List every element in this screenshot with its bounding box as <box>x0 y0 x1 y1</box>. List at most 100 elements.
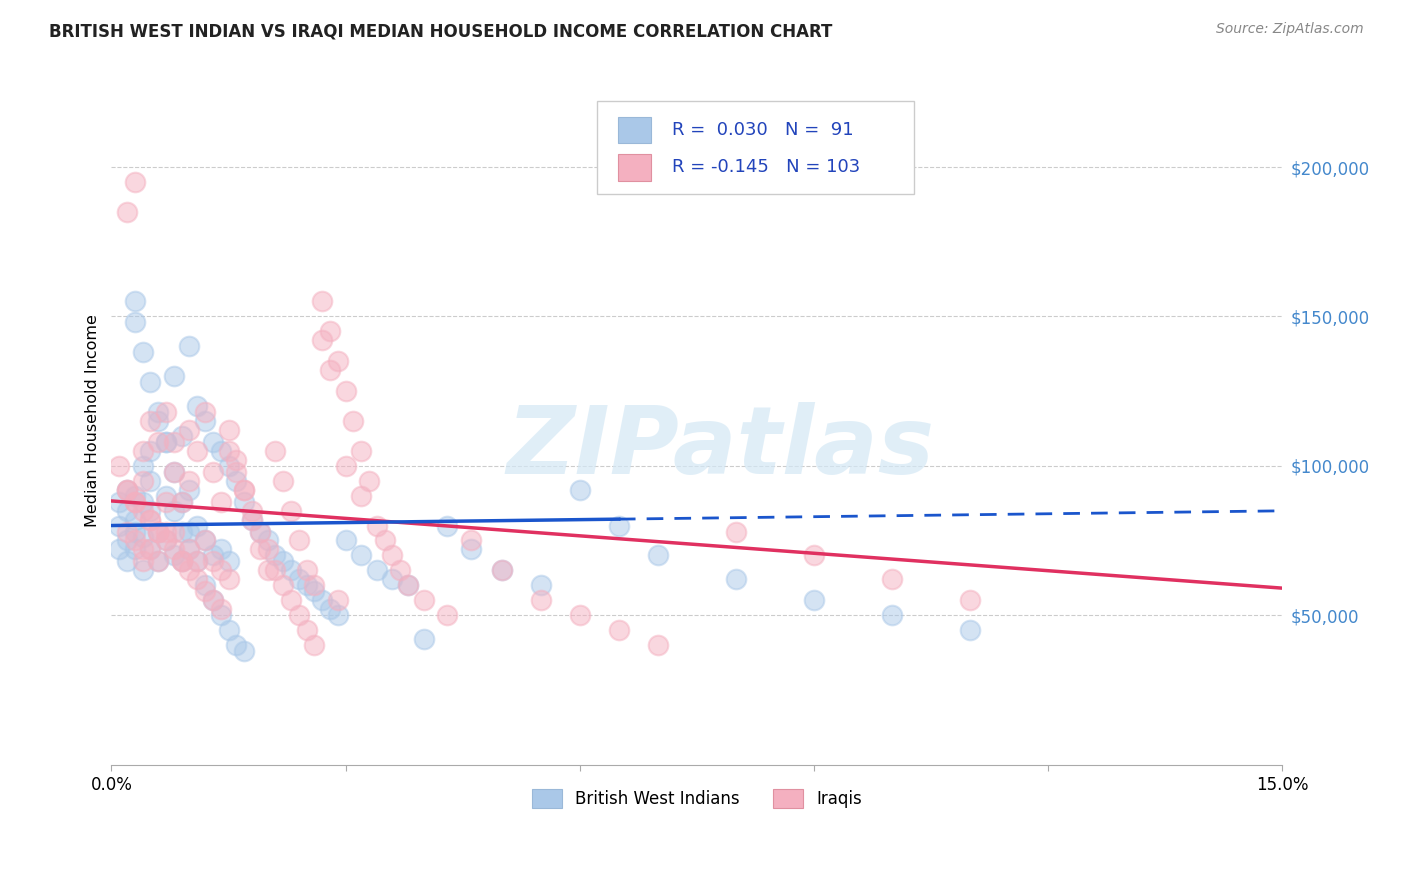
Point <box>381 572 404 586</box>
Point <box>124 315 146 329</box>
Point <box>256 533 278 548</box>
Point <box>326 608 349 623</box>
Legend: British West Indians, Iraqis: British West Indians, Iraqis <box>524 782 869 814</box>
Point <box>201 434 224 449</box>
Point <box>724 572 747 586</box>
Point <box>335 533 357 548</box>
Point <box>124 533 146 548</box>
Point <box>357 474 380 488</box>
Point <box>170 554 193 568</box>
Point <box>155 533 177 548</box>
Point <box>179 542 201 557</box>
Point <box>209 608 232 623</box>
Point <box>326 354 349 368</box>
Point <box>155 533 177 548</box>
Point <box>139 542 162 557</box>
Point <box>179 563 201 577</box>
Point <box>225 474 247 488</box>
Point <box>163 369 186 384</box>
Point <box>218 623 240 637</box>
Point <box>186 443 208 458</box>
Point <box>124 489 146 503</box>
Point <box>115 503 138 517</box>
Point <box>179 524 201 539</box>
Point <box>139 512 162 526</box>
Point <box>209 494 232 508</box>
Bar <box>598 102 914 194</box>
Point <box>115 483 138 497</box>
Point <box>396 578 419 592</box>
Point <box>249 524 271 539</box>
Point <box>115 533 138 548</box>
Point <box>163 465 186 479</box>
Point <box>530 578 553 592</box>
Point <box>115 483 138 497</box>
Point <box>233 644 256 658</box>
Point <box>491 563 513 577</box>
Point <box>131 458 153 473</box>
Point <box>218 443 240 458</box>
Point <box>271 578 294 592</box>
Point <box>389 563 412 577</box>
Point <box>170 429 193 443</box>
Point <box>186 518 208 533</box>
Point <box>288 608 311 623</box>
Point <box>959 593 981 607</box>
Point <box>568 608 591 623</box>
Point <box>139 474 162 488</box>
Point <box>194 533 217 548</box>
Bar <box>619 117 651 143</box>
Point <box>201 593 224 607</box>
Point <box>131 542 153 557</box>
Point <box>139 375 162 389</box>
Point <box>880 572 903 586</box>
Point <box>179 542 201 557</box>
Point <box>194 578 217 592</box>
Point <box>148 554 170 568</box>
Point <box>186 554 208 568</box>
Point <box>295 623 318 637</box>
Point <box>124 542 146 557</box>
Point <box>271 554 294 568</box>
Point <box>319 602 342 616</box>
Point <box>155 405 177 419</box>
Point <box>124 294 146 309</box>
Point <box>233 494 256 508</box>
Point <box>880 608 903 623</box>
Point <box>249 542 271 557</box>
Point <box>225 465 247 479</box>
Point <box>460 542 482 557</box>
Point <box>724 524 747 539</box>
Point <box>124 512 146 526</box>
Point <box>218 554 240 568</box>
Point <box>139 414 162 428</box>
Point <box>186 554 208 568</box>
Point <box>366 518 388 533</box>
Point <box>179 474 201 488</box>
Point <box>803 549 825 563</box>
Point <box>280 593 302 607</box>
Point <box>148 524 170 539</box>
Point <box>124 494 146 508</box>
Point <box>647 638 669 652</box>
Point <box>256 542 278 557</box>
Point <box>412 632 434 646</box>
Point <box>264 549 287 563</box>
Point <box>155 434 177 449</box>
Point <box>155 494 177 508</box>
Point <box>139 443 162 458</box>
Point <box>170 524 193 539</box>
Point <box>148 434 170 449</box>
Point <box>148 405 170 419</box>
Point <box>179 483 201 497</box>
Point <box>194 584 217 599</box>
Point <box>131 474 153 488</box>
Text: ZIPatlas: ZIPatlas <box>506 402 935 494</box>
Point <box>115 554 138 568</box>
Point <box>304 578 326 592</box>
Point <box>264 563 287 577</box>
Point <box>163 503 186 517</box>
Point <box>139 503 162 517</box>
Point <box>209 563 232 577</box>
Point <box>163 465 186 479</box>
